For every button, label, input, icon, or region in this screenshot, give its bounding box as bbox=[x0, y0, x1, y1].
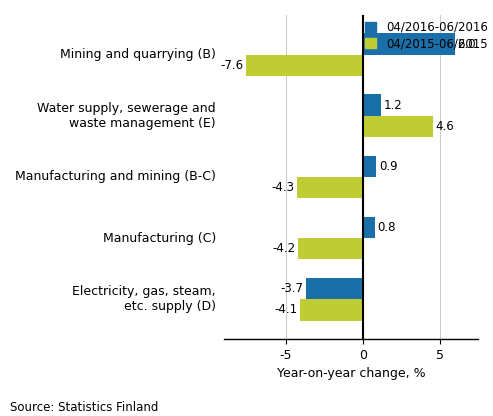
Bar bbox=[296, 177, 363, 198]
Text: -3.7: -3.7 bbox=[281, 282, 303, 295]
Text: 0.8: 0.8 bbox=[377, 221, 396, 234]
Text: -7.6: -7.6 bbox=[220, 59, 244, 72]
Text: Source: Statistics Finland: Source: Statistics Finland bbox=[10, 401, 158, 414]
Legend: 04/2016-06/2016, 04/2015-06/2015: 04/2016-06/2016, 04/2015-06/2015 bbox=[365, 21, 488, 50]
Bar bbox=[363, 156, 377, 177]
Text: -4.1: -4.1 bbox=[274, 303, 297, 317]
X-axis label: Year-on-year change, %: Year-on-year change, % bbox=[277, 367, 425, 380]
Bar bbox=[246, 55, 363, 76]
Text: 1.2: 1.2 bbox=[384, 99, 402, 111]
Bar bbox=[363, 116, 433, 137]
Text: 4.6: 4.6 bbox=[436, 120, 455, 133]
Bar bbox=[306, 278, 363, 299]
Text: 6.0: 6.0 bbox=[457, 37, 476, 50]
Text: 0.9: 0.9 bbox=[379, 160, 397, 173]
Bar bbox=[298, 238, 363, 260]
Text: -4.3: -4.3 bbox=[271, 181, 294, 194]
Bar bbox=[363, 217, 375, 238]
Text: -4.2: -4.2 bbox=[273, 242, 296, 255]
Bar bbox=[300, 299, 363, 321]
Bar bbox=[363, 94, 381, 116]
Bar bbox=[363, 33, 455, 55]
